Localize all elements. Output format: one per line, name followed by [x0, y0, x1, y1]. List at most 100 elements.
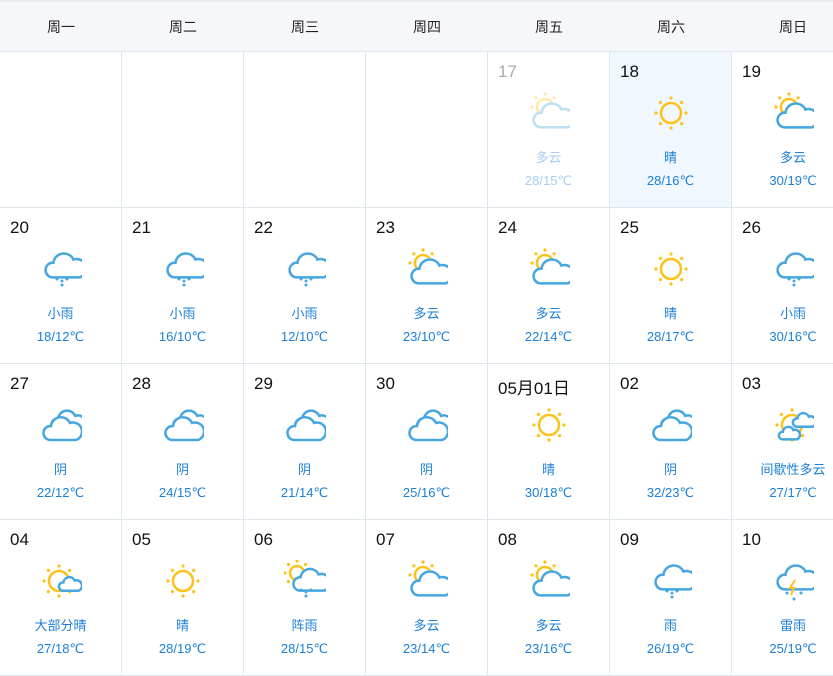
day-cell[interactable]: 03 间歇性多云 27/17℃ [732, 364, 833, 519]
day-cell[interactable]: 27 阴 22/12℃ [0, 364, 122, 519]
empty-day-cell [366, 52, 488, 207]
day-cell[interactable]: 05月01日 晴 30/18℃ [488, 364, 610, 519]
weather-condition: 多云 [535, 618, 562, 633]
sun-icon [165, 564, 200, 598]
weather-condition: 阴 [419, 462, 433, 477]
weather-condition: 小雨 [47, 306, 74, 321]
temperature-range: 25/19℃ [769, 641, 817, 656]
temperature-range: 28/19℃ [158, 641, 207, 656]
rain-icon [165, 252, 204, 287]
empty-day-cell [122, 52, 244, 207]
empty-day-cell [0, 52, 122, 207]
temperature-range: 12/10℃ [280, 329, 329, 344]
day-number: 09 [620, 530, 639, 549]
day-cell[interactable]: 21 小雨 16/10℃ [122, 208, 244, 363]
day-cell[interactable]: 07 多云 23/14℃ [366, 520, 488, 675]
weather-condition: 阴 [297, 462, 311, 477]
day-number: 05月01日 [498, 379, 570, 398]
temperature-range: 23/16℃ [524, 641, 573, 656]
day-cell[interactable]: 25 晴 28/17℃ [610, 208, 732, 363]
week-row: 20 小雨 18/12℃ 21 小雨 16/10℃ 22 小雨 12/10℃ 2… [0, 208, 833, 364]
weekday-label: 周日 [779, 18, 807, 35]
week-row: 17 多云 28/15℃ 18 晴 28/16℃ 19 多云 30/19℃ [0, 52, 833, 208]
temperature-range: 32/23℃ [646, 485, 695, 500]
temperature-range: 30/16℃ [769, 329, 817, 344]
sun-icon [653, 96, 688, 130]
day-cell[interactable]: 26 小雨 30/16℃ [732, 208, 833, 363]
temperature-range: 27/17℃ [769, 485, 817, 500]
temperature-range: 23/10℃ [402, 329, 451, 344]
weather-condition: 晴 [541, 462, 555, 477]
day-cell[interactable]: 30 阴 25/16℃ [366, 364, 488, 519]
day-number: 20 [10, 218, 29, 237]
day-number: 24 [498, 218, 517, 237]
day-cell[interactable]: 24 多云 22/14℃ [488, 208, 610, 363]
day-number: 02 [620, 374, 639, 393]
weather-condition: 多云 [779, 150, 806, 165]
mostly-sunny-icon [41, 564, 82, 598]
weekday-label: 周六 [657, 18, 685, 35]
weekday-label: 周五 [535, 18, 563, 35]
day-cell[interactable]: 18 晴 28/16℃ [610, 52, 732, 207]
weekday-label: 周二 [169, 18, 197, 35]
day-cell[interactable]: 29 阴 21/14℃ [244, 364, 366, 519]
day-cell[interactable]: 17 多云 28/15℃ [488, 52, 610, 207]
temperature-range: 22/12℃ [36, 485, 85, 500]
day-cell[interactable]: 08 多云 23/16℃ [488, 520, 610, 675]
day-number: 25 [620, 218, 639, 237]
sun-icon [653, 252, 688, 286]
day-number: 06 [254, 530, 273, 549]
day-cell[interactable]: 10 雷雨 25/19℃ [732, 520, 833, 675]
weather-condition: 雨 [663, 618, 677, 633]
rain-icon [776, 252, 814, 287]
temperature-range: 27/18℃ [36, 641, 85, 656]
day-cell[interactable]: 02 阴 32/23℃ [610, 364, 732, 519]
temperature-range: 28/15℃ [280, 641, 329, 656]
empty-day-cell [244, 52, 366, 207]
day-cell[interactable]: 05 晴 28/19℃ [122, 520, 244, 675]
overcast-icon [407, 409, 448, 442]
day-cell[interactable]: 28 阴 24/15℃ [122, 364, 244, 519]
weather-condition: 小雨 [169, 306, 196, 321]
sun-icon [531, 408, 566, 442]
temperature-range: 26/19℃ [646, 641, 695, 656]
weather-condition: 多云 [535, 150, 562, 165]
week-row: 27 阴 22/12℃ 28 阴 24/15℃ 29 阴 21/14℃ 30 阴… [0, 364, 833, 520]
temperature-range: 28/15℃ [524, 173, 573, 188]
day-number: 22 [254, 218, 273, 237]
weekday-label: 周四 [413, 18, 441, 35]
week-row: 04 大部分晴 27/18℃ 05 晴 28/19℃ 06 阵雨 28/15℃ … [0, 520, 833, 676]
temperature-range: 30/19℃ [769, 173, 817, 188]
day-cell[interactable]: 19 多云 30/19℃ [732, 52, 833, 207]
temperature-range: 25/16℃ [402, 485, 451, 500]
overcast-icon [285, 409, 326, 442]
overcast-icon [163, 409, 204, 442]
temperature-range: 22/14℃ [524, 329, 573, 344]
day-number: 23 [376, 218, 395, 237]
day-number: 08 [498, 530, 517, 549]
weather-condition: 多云 [413, 618, 440, 633]
day-number: 29 [254, 374, 273, 393]
day-number: 21 [132, 218, 151, 237]
day-cell[interactable]: 09 雨 26/19℃ [610, 520, 732, 675]
rain-icon [287, 252, 326, 287]
day-cell[interactable]: 06 阵雨 28/15℃ [244, 520, 366, 675]
day-cell[interactable]: 20 小雨 18/12℃ [0, 208, 122, 363]
overcast-icon [651, 409, 692, 442]
partly-cloudy-icon [529, 248, 570, 285]
weather-condition: 阴 [663, 462, 677, 477]
weather-condition: 阵雨 [291, 618, 318, 633]
day-number: 03 [742, 374, 761, 393]
weather-condition: 晴 [175, 618, 189, 633]
day-cell[interactable]: 22 小雨 12/10℃ [244, 208, 366, 363]
partly-cloudy-icon [407, 560, 448, 597]
weather-condition: 间歇性多云 [760, 462, 826, 477]
day-cell[interactable]: 04 大部分晴 27/18℃ [0, 520, 122, 675]
temperature-range: 24/15℃ [158, 485, 207, 500]
day-number: 27 [10, 374, 29, 393]
day-number: 26 [742, 218, 761, 237]
day-cell[interactable]: 23 多云 23/10℃ [366, 208, 488, 363]
weather-condition: 阴 [175, 462, 189, 477]
temperature-range: 23/14℃ [402, 641, 451, 656]
day-number: 10 [742, 530, 761, 549]
